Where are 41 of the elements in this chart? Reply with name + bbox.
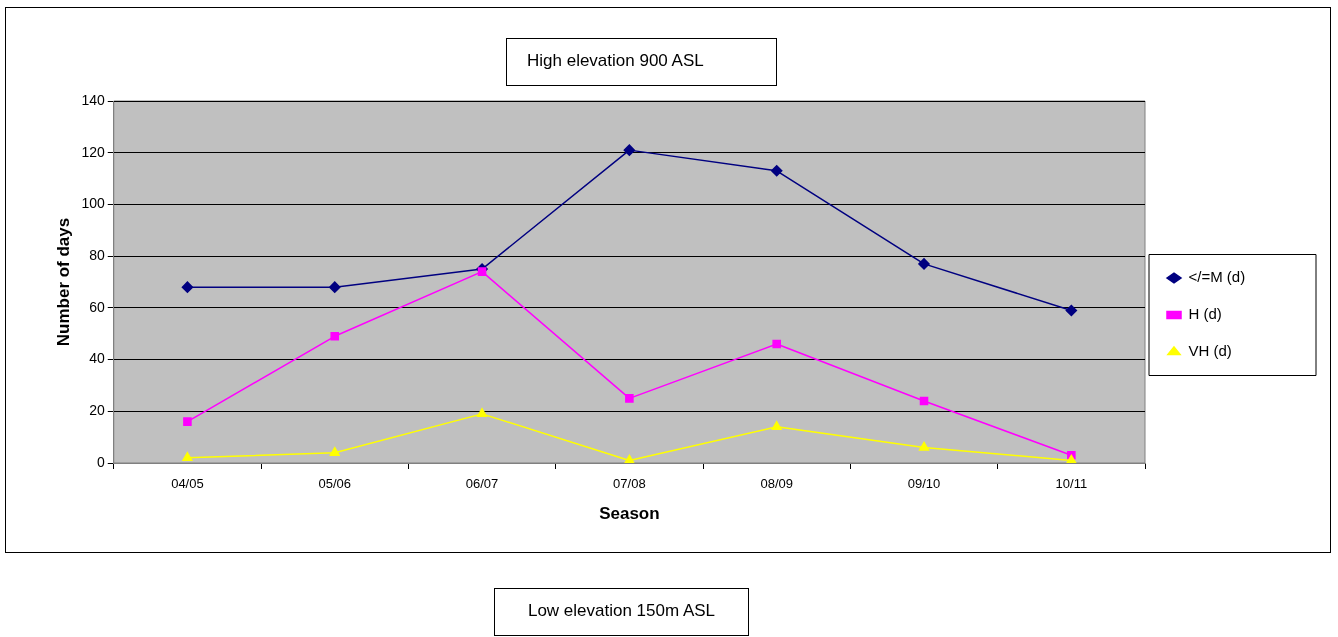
point xyxy=(918,258,930,270)
x-tick-label: 05/06 xyxy=(318,476,352,492)
point xyxy=(918,441,930,451)
point xyxy=(625,394,634,403)
y-tick-label: 100 xyxy=(81,195,105,212)
point xyxy=(477,267,487,276)
text: Low elevation 150m ASL xyxy=(494,588,749,636)
point xyxy=(919,396,929,406)
y-tick-label: 80 xyxy=(89,247,105,263)
y-axis-title: Number of days xyxy=(53,217,73,347)
chart-title: High elevation 900 ASL xyxy=(506,38,777,86)
x-tick-label: 04/05 xyxy=(171,476,204,492)
x-tick-label: 09/10 xyxy=(907,476,941,492)
point xyxy=(1066,454,1077,463)
y-tick-label: 60 xyxy=(89,298,105,315)
point xyxy=(330,332,340,341)
x-axis-title: Season xyxy=(599,504,660,524)
x-tick-label: 07/08 xyxy=(613,476,646,492)
point xyxy=(771,421,782,431)
y-tick-label: 40 xyxy=(89,350,105,367)
point xyxy=(624,454,635,463)
x-tick-label: 08/09 xyxy=(760,476,793,492)
y-tick-label: 20 xyxy=(89,402,105,419)
point xyxy=(181,281,194,293)
y-tick-label: 140 xyxy=(81,91,105,108)
y-tick-label: 120 xyxy=(81,143,105,160)
point xyxy=(329,446,340,456)
legend-label: H (d) xyxy=(1188,305,1222,323)
point xyxy=(770,165,783,177)
x-tick-label: 06/07 xyxy=(465,476,499,492)
legend-label: </=M (d) xyxy=(1188,268,1246,286)
y-tick-label: 0 xyxy=(96,453,105,470)
point xyxy=(772,339,781,349)
x-tick-label: 10/11 xyxy=(1055,476,1088,492)
legend-label: VH (d) xyxy=(1188,342,1232,360)
point xyxy=(182,452,193,462)
point xyxy=(623,144,636,156)
point xyxy=(183,417,192,426)
point xyxy=(476,408,488,418)
point xyxy=(328,281,341,293)
point xyxy=(1065,304,1078,317)
